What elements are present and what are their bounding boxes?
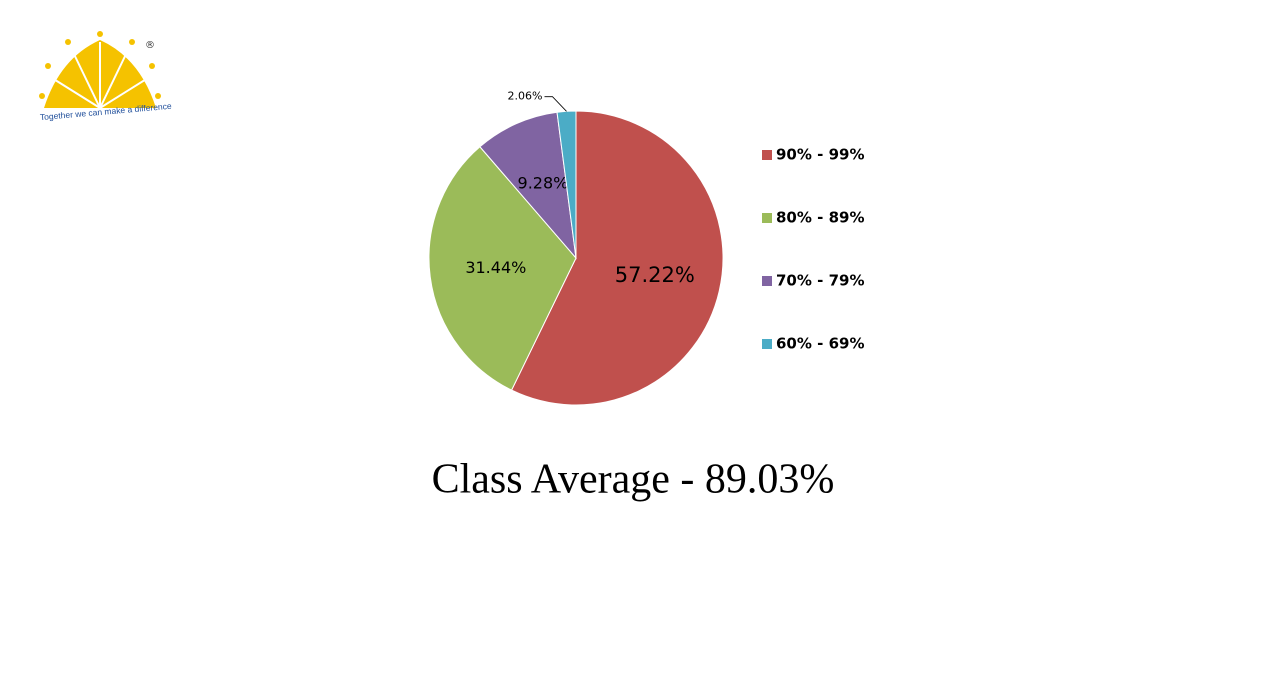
legend-label: 60% - 69% (776, 335, 864, 353)
logo: ® Together we can make a difference (39, 31, 172, 122)
logo-registered: ® (145, 40, 155, 51)
legend-swatch (762, 339, 772, 349)
pie-slice (428, 146, 577, 391)
logo-rays (51, 42, 149, 109)
legend-label: 80% - 89% (776, 209, 864, 227)
data-label: 2.06% (508, 90, 543, 103)
legend-swatch (762, 213, 772, 223)
pie-slice (510, 110, 724, 406)
data-label: 9.28% (518, 174, 569, 193)
pie-chart: 57.22% 31.44% 9.28% 2.06% 90% - 99% 80% - 89%… (428, 90, 864, 406)
legend-swatch (762, 150, 772, 160)
data-label: 57.22% (615, 263, 695, 287)
legend-label: 90% - 99% (776, 146, 864, 164)
leader-line (544, 96, 567, 112)
legend-label: 70% - 79% (776, 272, 864, 290)
caption: Class Average - 89.03% (432, 457, 835, 503)
legend-swatch (762, 276, 772, 286)
logo-dots (39, 31, 161, 99)
data-label: 31.44% (465, 258, 526, 277)
pie-slice (479, 111, 577, 260)
